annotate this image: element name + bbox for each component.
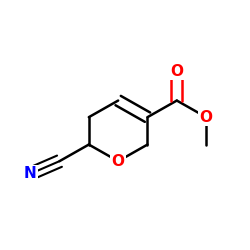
Text: O: O xyxy=(170,64,183,79)
Text: O: O xyxy=(200,110,213,125)
Text: O: O xyxy=(112,154,125,169)
Text: N: N xyxy=(24,166,36,182)
